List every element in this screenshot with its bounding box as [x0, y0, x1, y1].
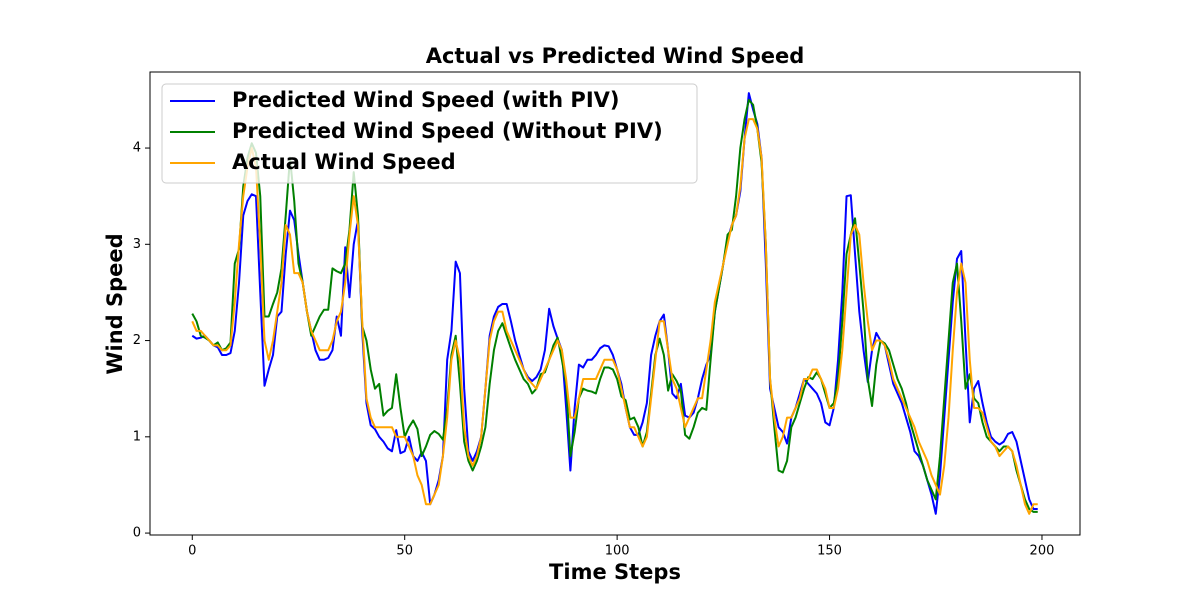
y-tick-label: 1 — [133, 429, 141, 444]
x-tick-label: 200 — [1030, 544, 1055, 559]
y-tick-label: 3 — [133, 237, 141, 252]
series-line — [191, 118, 1038, 515]
y-tick-label: 0 — [133, 526, 141, 541]
x-tick-label: 100 — [605, 544, 630, 559]
legend: Predicted Wind Speed (with PIV) Predicted… — [161, 83, 698, 184]
legend-label: Predicted Wind Speed (with PIV) — [232, 88, 620, 112]
legend-label: Predicted Wind Speed (Without PIV) — [232, 119, 663, 143]
legend-box — [161, 83, 698, 184]
chart-title: Actual vs Predicted Wind Speed — [426, 44, 805, 68]
series-line — [191, 98, 1038, 513]
y-tick-label: 4 — [133, 141, 141, 156]
x-tick-label: 150 — [817, 544, 842, 559]
x-tick-label: 0 — [188, 544, 196, 559]
x-tick-label: 50 — [396, 544, 413, 559]
legend-label: Actual Wind Speed — [232, 150, 456, 174]
x-axis-label: Time Steps — [549, 560, 681, 584]
plot-frame — [149, 71, 1081, 536]
y-tick-label: 2 — [133, 333, 141, 348]
y-axis-label: Wind Speed — [103, 233, 127, 374]
